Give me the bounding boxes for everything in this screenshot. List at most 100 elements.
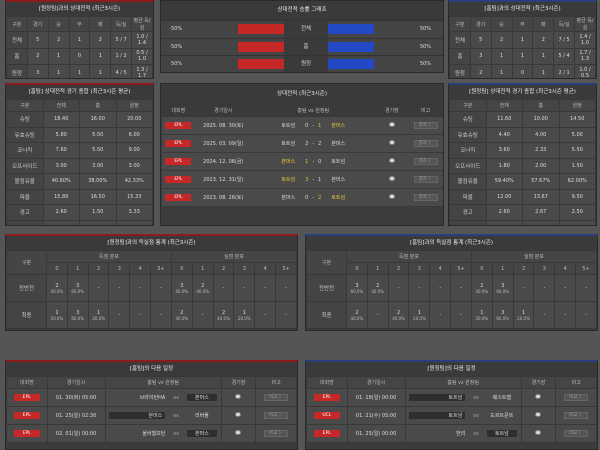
stadium-icon[interactable] — [235, 412, 242, 417]
compare-button[interactable]: 비교 〉 — [264, 430, 289, 437]
table-cell: 1 — [68, 64, 91, 78]
stadium-icon[interactable] — [235, 430, 242, 435]
dist-cell: 2 40.0% — [366, 274, 389, 302]
score-cell: 토트넘 3-1 본머스 — [251, 170, 376, 189]
league-badge[interactable]: EPL — [13, 394, 40, 401]
dist-cell: 2 40.0% — [46, 274, 68, 302]
home-team[interactable]: 토트넘 — [409, 394, 466, 401]
count: - — [160, 312, 162, 318]
away-team[interactable]: 본머스 — [331, 141, 346, 147]
league-badge[interactable]: EPL — [165, 176, 192, 183]
result-button[interactable]: 결과 〉 — [413, 140, 438, 147]
column-header: 경기 — [469, 16, 492, 32]
league-badge[interactable]: EPL — [165, 194, 192, 201]
away-team[interactable]: 웨스트햄 — [492, 395, 512, 401]
table-cell: 57.67% — [522, 173, 560, 190]
table-cell: 4.40 — [485, 126, 523, 143]
home-team[interactable]: 본머스 — [281, 159, 296, 165]
stadium-icon[interactable] — [388, 158, 395, 163]
stadium-icon[interactable] — [535, 412, 542, 417]
teams-cell: 본머스 vs 리버풀 — [104, 406, 222, 425]
league-badge[interactable]: EPL — [13, 412, 40, 419]
venue-cell — [520, 406, 557, 425]
dist-cell: - — [129, 274, 152, 302]
table-row: 유효슈팅 4.40 4.00 5.00 — [449, 126, 596, 143]
table-cell: 0.00 — [558, 219, 596, 225]
stadium-icon[interactable] — [388, 176, 395, 181]
away-team[interactable]: 토트넘 — [331, 159, 346, 165]
league-badge[interactable]: EPL — [165, 140, 192, 147]
home-team[interactable]: 토트넘 — [281, 141, 296, 147]
league-cell: EPL — [6, 406, 48, 425]
result-button[interactable]: 결과 〉 — [413, 122, 438, 129]
league-badge[interactable]: EPL — [165, 158, 192, 165]
result-button[interactable]: 결과 〉 — [413, 158, 438, 165]
stadium-icon[interactable] — [388, 122, 395, 127]
column-header: 원정 — [115, 99, 153, 112]
league-badge[interactable]: EPL — [313, 430, 340, 437]
home-team[interactable]: 토트넘 — [281, 123, 296, 129]
table-cell: 5.50 — [79, 126, 117, 143]
home-team[interactable]: 브라이턴HA — [139, 395, 166, 401]
count: 2 — [180, 309, 184, 316]
table-row: 최종 2 40.0% -2 40.0% 1 20.0% - -1 20.0% 3 60.0% 1 20.0… — [306, 301, 597, 329]
home-team[interactable]: 본머스 — [281, 195, 296, 201]
league-badge[interactable]: EPL — [13, 430, 40, 437]
stadium-icon[interactable] — [388, 194, 395, 199]
compare-button[interactable]: 비교 〉 — [264, 394, 289, 401]
away-team[interactable]: 본머스 — [186, 430, 217, 437]
count: 3 — [501, 309, 505, 316]
away-team[interactable]: 본머스 — [331, 177, 346, 183]
home-team[interactable]: 번리 — [456, 431, 466, 437]
dist-cell: - — [408, 274, 431, 302]
away-team[interactable]: 본머스 — [331, 123, 346, 129]
venue-cell — [220, 406, 257, 425]
compare-button[interactable]: 비교 〉 — [264, 412, 289, 419]
compare-button[interactable]: 비교 〉 — [564, 430, 589, 437]
league-badge[interactable]: EPL — [165, 122, 192, 129]
stadium-icon[interactable] — [235, 394, 242, 399]
league-badge[interactable]: UCL — [313, 412, 340, 419]
goal-count: 2 — [87, 262, 110, 275]
table-row: 전체 5 2 1 2 5 / 7 1.0 / 1.4 — [6, 31, 153, 49]
column-header: 득/실 — [110, 16, 133, 32]
result-button[interactable]: 결과 〉 — [413, 176, 438, 183]
score-cell: 토트넘 0-1 본머스 — [251, 116, 376, 135]
match-date: 2025. 08. 30(토) — [195, 116, 252, 135]
away-team[interactable]: 리버풀 — [194, 413, 209, 419]
away-team[interactable]: 본머스 — [186, 394, 217, 401]
stadium-icon[interactable] — [388, 140, 395, 145]
away-team[interactable]: 도르트문트 — [490, 413, 514, 419]
home-team[interactable]: 토트넘 — [281, 177, 296, 183]
dist-cell: - — [533, 301, 556, 329]
goal-count: 4 — [429, 262, 452, 275]
panel-title: [홈팀]과의 상대전적 (최근3시즌) — [449, 2, 596, 16]
home-team[interactable]: 토트넘 — [409, 412, 466, 419]
panel-title: [원정팀]과의 득실점 통계 (최근3시즌) — [6, 236, 297, 250]
home-team[interactable]: 본머스 — [109, 412, 166, 419]
match-date: 01. 25(일) 02:30 — [46, 406, 106, 425]
data-table: 구분 득점 분포 실점 분포 0 1 2 3 4 5+ 0 1 2 3 4 5+ 전반전 3 60.0% 2 40.0… — [306, 250, 597, 329]
count: 1 — [521, 309, 526, 316]
match-date: 02. 01(일) 00:00 — [46, 424, 106, 443]
away-team[interactable]: 토트넘 — [486, 430, 517, 437]
compare-button[interactable]: 비교 〉 — [564, 412, 589, 419]
percent: 20.0% — [92, 315, 105, 321]
league-badge[interactable]: EPL — [313, 394, 340, 401]
stadium-icon[interactable] — [535, 394, 542, 399]
table-cell: 1.0 / 0.5 — [574, 64, 596, 78]
table-cell: 1.0 / 1.4 — [131, 31, 153, 49]
table-cell: 1 — [490, 64, 513, 78]
away-team[interactable]: 토트넘 — [331, 195, 346, 201]
percent: 60.0% — [350, 288, 364, 294]
dist-cell: 3 60.0% — [170, 274, 193, 302]
result-button[interactable]: 결과 〉 — [413, 194, 438, 201]
row-label: 원정 — [284, 56, 328, 72]
home-team[interactable]: 울버햄프턴 — [142, 431, 166, 437]
panel-title: 상대전적 (최근3시즌) — [161, 84, 443, 104]
score-dist-away-panel: [홈팀]과의 득실점 통계 (최근3시즌) 구분 득점 분포 실점 분포 0 1 2 3 4 5+… — [305, 234, 598, 331]
compare-button[interactable]: 비교 〉 — [564, 394, 589, 401]
stadium-icon[interactable] — [535, 430, 542, 435]
teams-cell: 토트넘 vs 도르트문트 — [404, 406, 522, 425]
